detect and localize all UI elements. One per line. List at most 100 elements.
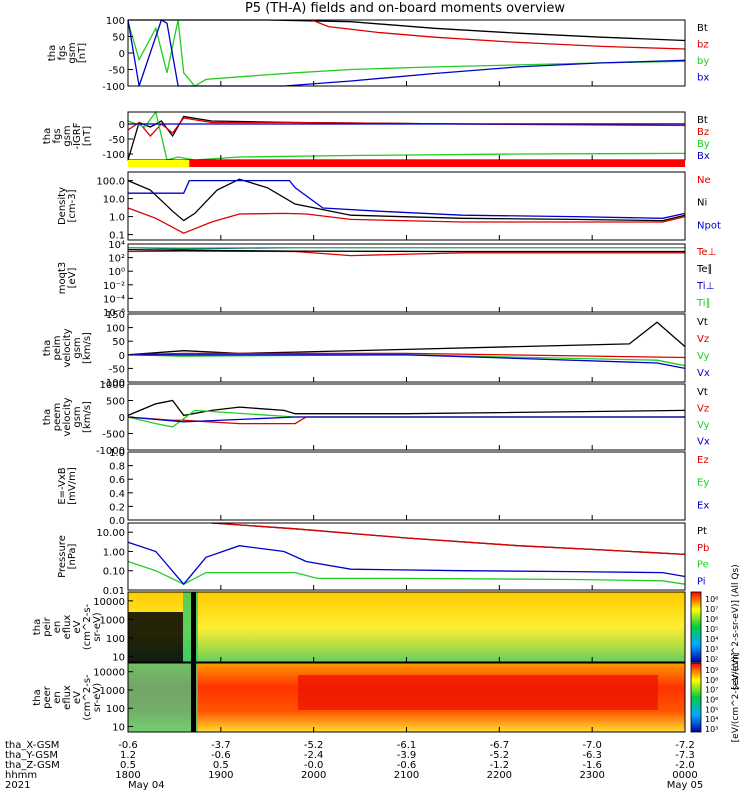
series-line-pe xyxy=(127,560,686,585)
y-axis-label: [nT] xyxy=(77,43,88,63)
x-axis-value: -3.7 xyxy=(211,740,231,751)
y-axis-label: en xyxy=(52,691,63,704)
y-axis-label: E=-VxB xyxy=(57,467,68,504)
x-axis-value: -7.3 xyxy=(675,750,695,761)
y-tick-label: -100 xyxy=(102,378,125,389)
y-tick-label: 0 xyxy=(119,120,125,131)
colorbar xyxy=(690,662,702,733)
colorbar-tick-label: 10² xyxy=(705,655,718,664)
y-axis-label: fgs xyxy=(57,45,68,60)
legend-entry: Bt xyxy=(697,115,708,126)
y-tick-label: -100 xyxy=(102,82,125,93)
y-axis-label: eflux xyxy=(62,615,73,640)
y-tick-label: 0.8 xyxy=(109,462,125,473)
y-axis-label: [km/s] xyxy=(82,401,93,433)
y-axis-label: peem xyxy=(52,403,63,431)
x-axis-row-label: tha_Y-GSM xyxy=(5,750,58,761)
y-tick-label: 0.6 xyxy=(109,475,125,486)
y-axis-label: eV xyxy=(72,620,83,633)
colorbar xyxy=(690,591,702,663)
y-tick-label: 10000 xyxy=(93,668,125,679)
x-axis-value: -0.6 xyxy=(118,740,138,751)
y-axis-label: peer xyxy=(42,685,53,709)
series-line-te∥ xyxy=(127,248,685,253)
panel-frame xyxy=(127,313,686,383)
y-tick-label: 0.1 xyxy=(109,231,125,242)
legend-entry: Ni xyxy=(697,198,707,209)
y-axis-label: [nT] xyxy=(82,126,93,146)
y-tick-label: 100 xyxy=(106,16,125,27)
x-axis-value: May 04 xyxy=(128,780,165,791)
y-tick-label: 1000 xyxy=(100,615,125,626)
y-axis-label: tha xyxy=(42,128,53,144)
region-bar-segment xyxy=(128,160,190,167)
y-tick-label: 100 xyxy=(106,324,125,335)
x-axis-value: -6.7 xyxy=(490,740,510,751)
y-axis-label: [eV] xyxy=(67,268,78,289)
y-tick-label: -100 xyxy=(102,150,125,161)
y-tick-label: 10² xyxy=(108,254,125,265)
y-axis-label: peim xyxy=(52,335,63,360)
y-tick-label: 1000 xyxy=(100,380,125,391)
legend-entry: Bz xyxy=(697,127,709,138)
y-axis-label: tha xyxy=(32,689,43,705)
spectrogram-image xyxy=(128,592,685,662)
y-tick-label: 100.0 xyxy=(96,177,125,188)
y-axis-label: sr-eV) xyxy=(92,612,103,641)
x-axis-value: May 05 xyxy=(667,780,704,791)
y-axis-label: velocity xyxy=(62,328,73,367)
y-tick-label: 10000 xyxy=(93,597,125,608)
y-tick-label: 0.10 xyxy=(103,567,125,578)
x-axis-value: -5.2 xyxy=(304,740,324,751)
legend-entry: Vz xyxy=(697,404,709,415)
x-axis-value: -0.0 xyxy=(304,760,324,771)
region-bar-segment xyxy=(189,160,685,167)
y-tick-label: 0 xyxy=(119,351,125,362)
legend-entry: Vx xyxy=(697,437,710,448)
series-line-pb xyxy=(211,522,686,556)
x-axis-value: -7.0 xyxy=(582,740,602,751)
x-axis-row-label: tha_X-GSM xyxy=(5,740,59,751)
y-axis-label: -IGRF xyxy=(72,122,83,149)
legend-entry: bx xyxy=(697,73,709,84)
y-tick-label: 10.00 xyxy=(96,528,125,539)
x-axis-value: 0.5 xyxy=(213,760,229,771)
series-line-ni xyxy=(127,178,686,222)
colorbar-label: [eV/(cm^2-s-sr-eV)] xyxy=(731,653,741,743)
colorbar-tick-label: 10⁷ xyxy=(705,605,718,614)
y-tick-label: 500 xyxy=(106,397,125,408)
panel-frame xyxy=(127,111,686,161)
colorbar-tick-label: 10⁸ xyxy=(705,676,718,685)
legend-entry: Pi xyxy=(697,576,706,587)
spectrogram-feature xyxy=(128,663,198,732)
colorbar-label: [eV/(cm^2-s-sr-eV)] (All Qs) xyxy=(731,564,741,689)
colorbar-tick-label: 10⁹ xyxy=(705,666,718,675)
y-tick-label: 50 xyxy=(112,337,125,348)
x-axis-value: -2.4 xyxy=(304,750,324,761)
y-axis-label: [km/s] xyxy=(82,332,93,364)
y-tick-label: 0.0 xyxy=(109,516,125,527)
legend-entry: Pt xyxy=(697,526,707,537)
y-tick-label: -50 xyxy=(109,135,125,146)
x-axis-row-label: hhmm xyxy=(5,770,37,781)
legend-entry: Vy xyxy=(697,420,710,431)
y-tick-label: 0.01 xyxy=(103,586,125,597)
legend-entry: Te∥ xyxy=(696,264,713,275)
y-tick-label: 50 xyxy=(112,33,125,44)
series-line-npot xyxy=(128,179,686,219)
y-tick-label: 10 xyxy=(112,723,125,734)
y-tick-label: 0.4 xyxy=(109,489,125,500)
series-line-te⊥ xyxy=(127,250,685,257)
legend-entry: Bx xyxy=(697,151,710,162)
x-axis-value: 0.5 xyxy=(120,760,136,771)
panel-frame xyxy=(127,451,686,521)
y-axis-label: tha xyxy=(42,340,53,356)
y-axis-label: Pressure xyxy=(57,535,68,578)
y-tick-label: 10⁰ xyxy=(108,267,125,278)
legend-entry: Vy xyxy=(697,351,710,362)
y-axis-label: moqt3 xyxy=(57,262,68,295)
x-axis-value: -7.2 xyxy=(675,740,695,751)
y-tick-label: -50 xyxy=(109,364,125,375)
y-tick-label: 10 xyxy=(112,652,125,663)
y-tick-label: 1.00 xyxy=(103,547,125,558)
